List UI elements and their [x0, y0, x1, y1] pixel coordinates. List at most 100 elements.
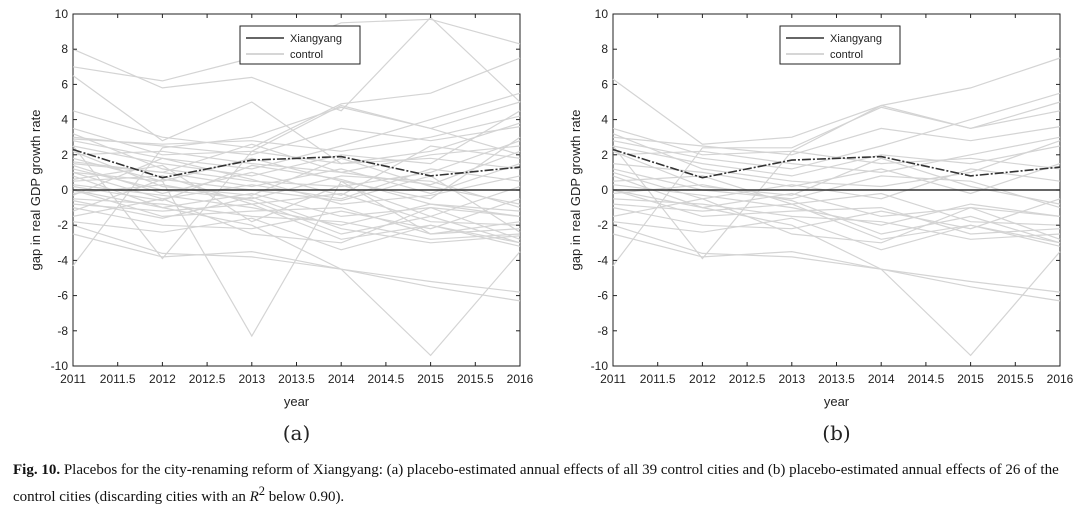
control-series-line [72, 198, 521, 244]
control-series-line [72, 110, 521, 177]
chart-panel-a: 2011 2011.5 2012 2012.5 2013 2013.5 2014 2014.5… [28, 7, 534, 445]
x-tick-label: 2011 [600, 372, 626, 386]
y-axis-label: gap in real GDP growth rate [28, 110, 43, 271]
panel-label: (b) [822, 421, 850, 445]
chart-panel-b: 2011 2011.5 2012 2012.5 2013 2013.5 2014 2014.5… [568, 7, 1074, 445]
x-tick-label: 2014 [868, 372, 895, 386]
y-tick-label: -2 [597, 218, 608, 232]
x-tick-label: 2013 [238, 372, 265, 386]
legend-box [239, 25, 361, 65]
x-axis-label: year [284, 394, 310, 409]
y-tick-label: 0 [601, 183, 608, 197]
caption-r-symbol: R [249, 489, 259, 505]
control-series-line [612, 101, 1061, 267]
control-series-line [612, 198, 1061, 244]
y-tick-label: 2 [61, 148, 68, 162]
y-tick-label: -6 [597, 289, 608, 303]
caption-fig-label: Fig. 10. [13, 462, 61, 478]
caption-text-after: below 0.90). [265, 489, 345, 505]
x-tick-label: 2013 [778, 372, 805, 386]
control-series-line [72, 198, 521, 230]
y-tick-label: -10 [51, 359, 69, 373]
x-tick-label: 2016 [507, 372, 534, 386]
y-tick-label: 2 [601, 148, 608, 162]
y-axis-label: gap in real GDP growth rate [568, 110, 583, 271]
legend-xiangyang-label: Xiangyang [290, 33, 342, 45]
y-tick-label: -4 [597, 253, 608, 267]
x-tick-label: 2011.5 [640, 372, 676, 386]
control-series-line [612, 126, 1061, 156]
control-series-line [72, 184, 521, 244]
x-tick-label: 2015.5 [457, 372, 494, 386]
legend-control-label: control [830, 49, 863, 61]
y-tick-label: 8 [601, 42, 608, 56]
y-tick-label: -4 [57, 253, 68, 267]
x-tick-label: 2013.5 [818, 372, 855, 386]
control-series-line [72, 224, 521, 293]
control-series-line [612, 136, 1061, 174]
control-series-line [72, 189, 521, 235]
control-series-line [72, 198, 521, 240]
y-tick-label: 0 [61, 183, 68, 197]
y-tick-label: 8 [61, 42, 68, 56]
x-tick-label: 2016 [1047, 372, 1074, 386]
control-series-line [72, 126, 521, 156]
x-tick-label: 2013.5 [278, 372, 315, 386]
y-tick-label: -10 [591, 359, 609, 373]
control-series-line [612, 184, 1061, 244]
y-tick-label: -6 [57, 289, 68, 303]
xiangyang-series-line [612, 148, 1061, 179]
y-tick-label: 6 [601, 77, 608, 91]
control-series-line [72, 217, 521, 251]
control-series-line [612, 217, 1061, 251]
control-series-line [72, 164, 521, 212]
control-series-line [72, 171, 521, 338]
legend-control-label: control [290, 49, 323, 61]
control-series-line [612, 57, 1061, 145]
control-series-line [612, 175, 1061, 226]
x-tick-label: 2012.5 [729, 372, 766, 386]
control-series-line [612, 163, 1061, 195]
panel-label: (a) [283, 421, 311, 445]
control-series-line [72, 157, 521, 205]
control-series-line [72, 196, 521, 244]
y-tick-label: -8 [597, 324, 608, 338]
control-series-line [72, 145, 521, 260]
x-tick-label: 2011.5 [100, 372, 136, 386]
control-series-line [612, 198, 1061, 230]
legend-xiangyang-label: Xiangyang [830, 33, 882, 45]
control-series-line [612, 168, 1061, 200]
y-tick-label: -2 [57, 218, 68, 232]
control-series-line [612, 145, 1061, 260]
control-series-line [612, 184, 1061, 226]
control-series-line [612, 104, 1061, 156]
y-tick-label: 6 [61, 77, 68, 91]
figure-caption: Fig. 10. Placebos for the city-renaming … [13, 460, 1073, 508]
x-tick-label: 2012.5 [189, 372, 226, 386]
xiangyang-series-line [72, 148, 521, 179]
x-tick-label: 2011 [60, 372, 86, 386]
x-tick-label: 2012 [689, 372, 716, 386]
control-series-line [72, 145, 521, 196]
control-series-line [72, 145, 521, 174]
control-series-line [72, 184, 521, 226]
control-series-line [612, 233, 1061, 302]
control-series-line [72, 57, 521, 149]
control-series-line [612, 133, 1061, 188]
x-tick-label: 2014.5 [908, 372, 945, 386]
control-series-line [72, 16, 521, 112]
y-tick-label: 4 [601, 113, 608, 127]
caption-text-before: Placebos for the city-renaming reform of… [13, 462, 1059, 505]
control-series-line [72, 189, 521, 357]
x-tick-label: 2015.5 [997, 372, 1034, 386]
caption-r-exponent: 2 [258, 484, 266, 498]
control-series-line [612, 224, 1061, 293]
control-series-line [72, 233, 521, 302]
control-series-line [72, 164, 521, 223]
control-series-line [72, 115, 521, 152]
legend-box [779, 25, 901, 65]
x-tick-label: 2014.5 [368, 372, 405, 386]
x-tick-label: 2014 [328, 372, 355, 386]
y-tick-label: 10 [55, 7, 69, 21]
x-tick-label: 2015 [417, 372, 444, 386]
